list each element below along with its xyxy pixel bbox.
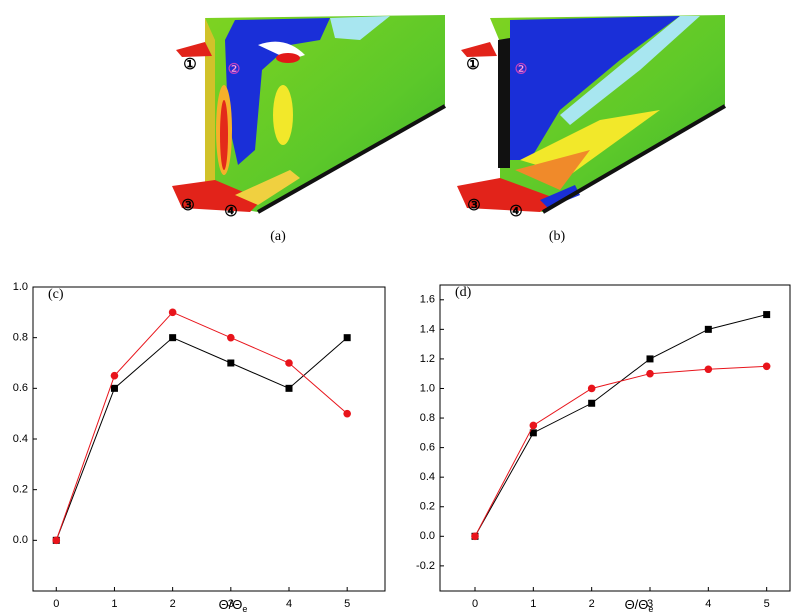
x-axis-label-subscript: e — [242, 604, 247, 614]
x-tick-label: 5 — [764, 598, 770, 610]
marker-label: ④ — [224, 203, 237, 220]
x-axis-label: Θ/Θe — [219, 597, 248, 614]
data-point — [471, 532, 479, 541]
x-tick-label: 1 — [111, 598, 117, 610]
x-axis-label-subscript: e — [648, 604, 653, 614]
marker-label: ③ — [467, 197, 480, 214]
data-point — [587, 384, 596, 393]
data-point — [763, 311, 771, 319]
x-tick-label: 2 — [170, 598, 176, 610]
x-tick-label: 4 — [705, 598, 711, 610]
y-tick-label: 0.8 — [13, 332, 28, 344]
y-tick-label: 1.4 — [420, 323, 435, 335]
data-point — [529, 429, 537, 437]
marker-label: ① — [183, 56, 196, 73]
data-point — [169, 334, 177, 342]
data-point — [285, 359, 293, 367]
series-line — [55, 337, 348, 541]
marker-label: ③ — [181, 197, 194, 214]
x-tick-label: 2 — [589, 598, 595, 610]
x-axis-label: Θ/Θe — [625, 597, 654, 614]
y-tick-label: 0.4 — [420, 471, 435, 483]
x-axis-label-text: Θ/Θ — [219, 597, 243, 612]
marker-label: ① — [466, 56, 479, 73]
data-point — [110, 384, 118, 392]
marker-label: ② — [228, 61, 241, 77]
x-tick-label: 3 — [647, 598, 653, 610]
data-point — [52, 536, 61, 545]
y-tick-label: 0.6 — [420, 442, 435, 454]
y-tick-label: 0.2 — [13, 484, 28, 496]
data-point — [285, 384, 293, 392]
data-point — [704, 325, 712, 333]
marker-label: ④ — [509, 203, 522, 220]
data-point — [110, 371, 119, 380]
data-point — [343, 334, 351, 342]
plot-frame — [439, 284, 791, 592]
data-point — [588, 399, 596, 407]
contour-image-b — [457, 15, 727, 214]
y-tick-label: 0.0 — [420, 530, 435, 542]
data-point — [227, 333, 235, 342]
x-axis-label-text: Θ/Θ — [625, 597, 649, 612]
y-tick-label: 0.8 — [420, 412, 435, 424]
panel-label: (c) — [48, 287, 64, 302]
y-tick-label: 1.6 — [420, 294, 435, 306]
x-tick-label: 3 — [228, 598, 234, 610]
y-tick-label: 0.2 — [420, 501, 435, 513]
panel-label: (a) — [270, 229, 286, 244]
panel-label: (b) — [549, 229, 566, 244]
data-point — [646, 369, 654, 378]
data-point — [227, 359, 235, 367]
series-line — [55, 311, 348, 541]
x-tick-label: 1 — [530, 598, 536, 610]
x-tick-label: 0 — [53, 598, 59, 610]
y-tick-label: 0.4 — [13, 433, 28, 445]
data-point — [529, 421, 538, 430]
y-tick-label: 0.6 — [13, 382, 28, 394]
data-point — [704, 365, 713, 374]
panel-label: (d) — [455, 285, 472, 300]
y-tick-label: 0.0 — [13, 534, 28, 546]
data-point — [343, 409, 351, 418]
plot-frame — [32, 286, 386, 592]
x-tick-label: 0 — [472, 598, 478, 610]
y-tick-label: -0.2 — [416, 560, 435, 572]
series-line — [474, 314, 767, 537]
series-line — [474, 365, 767, 537]
marker-label: ② — [515, 61, 528, 77]
data-point — [168, 308, 177, 317]
y-tick-label: 1.0 — [420, 382, 435, 394]
contour-image-a — [172, 15, 446, 214]
y-tick-label: 1.0 — [13, 281, 28, 293]
data-point — [646, 355, 654, 363]
data-point — [762, 362, 771, 371]
y-tick-label: 1.2 — [420, 353, 435, 365]
x-tick-label: 5 — [344, 598, 350, 610]
x-tick-label: 4 — [286, 598, 292, 610]
